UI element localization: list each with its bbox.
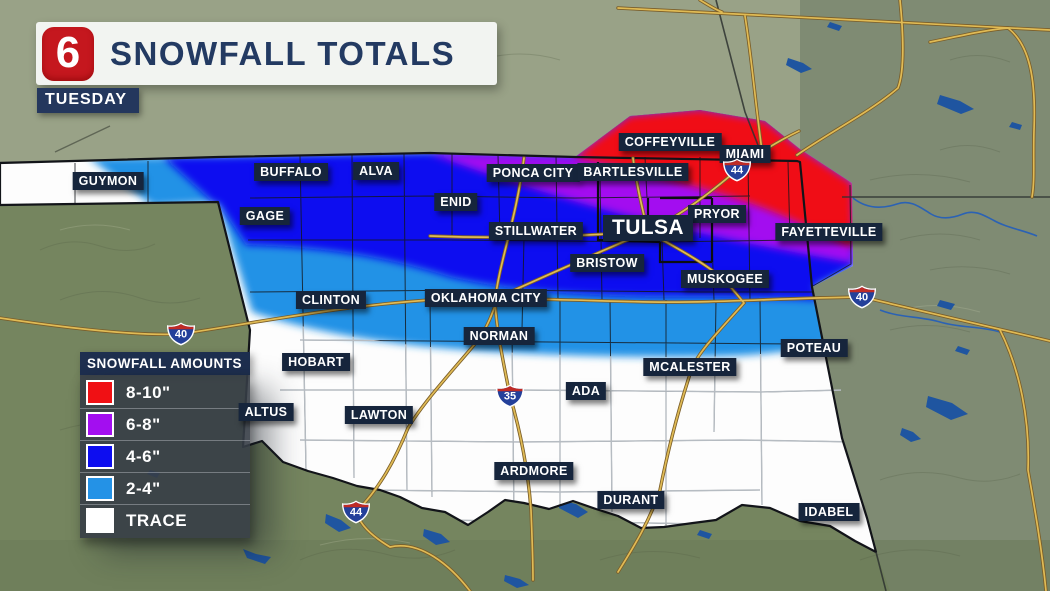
city-label: HOBART [282, 353, 350, 371]
logo-numeral: 6 [55, 27, 81, 77]
city-label: MIAMI [719, 145, 771, 163]
page-title: SNOWFALL TOTALS [110, 34, 456, 72]
interstate-shield-icon: 44 [341, 500, 371, 525]
city-label: ALVA [353, 162, 399, 180]
legend-item: 4-6" [80, 441, 250, 473]
city-label: POTEAU [780, 339, 848, 357]
interstate-shield-icon: 40 [166, 322, 196, 347]
city-label: ADA [565, 382, 607, 400]
city-label: MCALESTER [643, 358, 737, 376]
legend-item-label: 6-8" [126, 414, 161, 434]
city-label: PONCA CITY [486, 164, 580, 182]
legend-item: 2-4" [80, 473, 250, 505]
city-label: COFFEYVILLE [618, 133, 722, 151]
city-label: CLINTON [295, 291, 367, 309]
interstate-shield-icon: 44 [722, 158, 752, 183]
day-tag: TUESDAY [37, 88, 139, 113]
city-label: LAWTON [344, 406, 414, 424]
rivers [852, 197, 1038, 333]
city-label: IDABEL [798, 503, 860, 521]
city-label: ARDMORE [494, 462, 574, 480]
city-label: ALTUS [238, 403, 294, 421]
city-label: GAGE [239, 207, 291, 225]
legend-title: SNOWFALL AMOUNTS [80, 352, 250, 375]
city-label: FAYETTEVILLE [775, 223, 883, 241]
city-label: TULSA [603, 215, 693, 241]
legend-item: 6-8" [80, 409, 250, 441]
header: 6 SNOWFALL TOTALS [36, 22, 497, 85]
city-label: STILLWATER [488, 222, 584, 240]
legend-item-label: 8-10" [126, 382, 171, 402]
legend-swatch [86, 444, 114, 469]
legend-body: 8-10" 6-8" 4-6" 2-4" TRACE [80, 375, 250, 538]
city-label: MUSKOGEE [680, 270, 770, 288]
city-label: ENID [434, 193, 478, 211]
legend-swatch [86, 412, 114, 437]
legend-swatch [86, 476, 114, 501]
legend-swatch [86, 380, 114, 405]
legend-item-label: 4-6" [126, 446, 161, 466]
channel-6-logo: 6 [42, 26, 94, 81]
city-label: PRYOR [688, 205, 746, 223]
interstate-shield-icon: 35 [495, 384, 525, 409]
legend-item: 8-10" [80, 377, 250, 409]
city-label: BRISTOW [570, 254, 644, 272]
city-label: OKLAHOMA CITY [424, 289, 548, 307]
city-label: DURANT [597, 491, 665, 509]
city-label: BARTLESVILLE [577, 163, 689, 181]
city-label: NORMAN [463, 327, 535, 345]
legend-item: TRACE [80, 505, 250, 536]
legend-item-label: TRACE [126, 510, 188, 530]
legend-swatch [86, 508, 114, 533]
legend-item-label: 2-4" [126, 478, 161, 498]
city-label: BUFFALO [254, 163, 328, 181]
interstate-shield-icon: 40 [847, 285, 877, 310]
legend: SNOWFALL AMOUNTS 8-10" 6-8" 4-6" 2-4" TRACE [80, 352, 250, 538]
lakes [147, 22, 1022, 588]
city-label: GUYMON [72, 172, 144, 190]
